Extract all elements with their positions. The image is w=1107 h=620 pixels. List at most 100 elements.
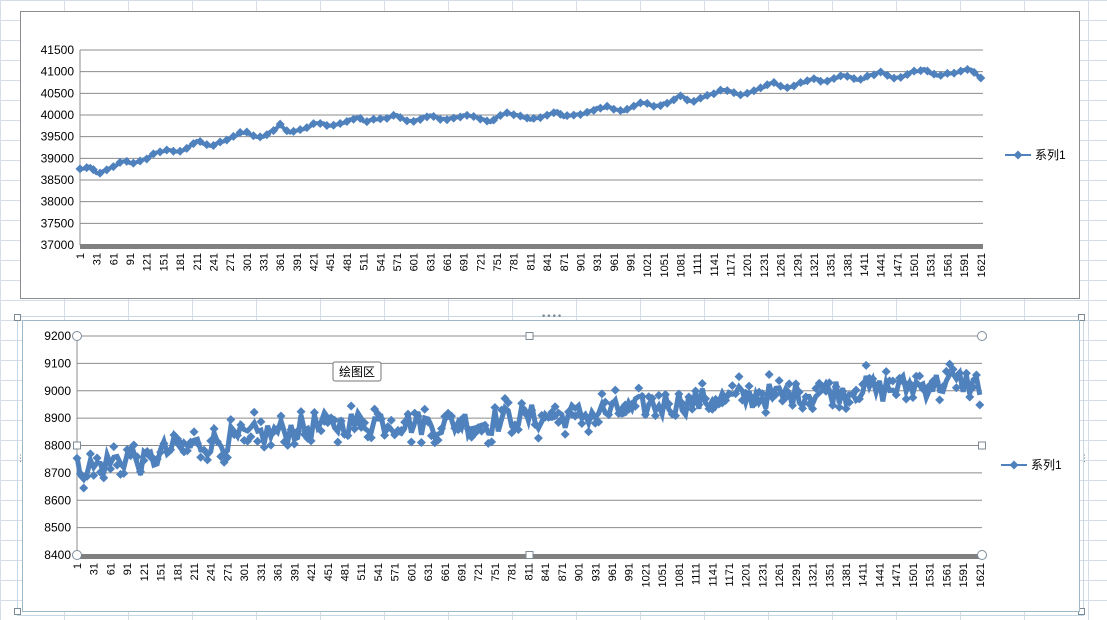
chart-2-data-point bbox=[617, 404, 627, 414]
chart-2-data-point bbox=[346, 401, 356, 411]
chart-2-data-point bbox=[851, 385, 861, 395]
chart-2-data-point bbox=[430, 438, 440, 448]
chart-2-data-point bbox=[75, 469, 85, 479]
chart-1-data-point bbox=[662, 98, 672, 108]
chart-2-data-point bbox=[564, 407, 574, 417]
chart-1-x-tick-label: 1471 bbox=[892, 253, 904, 277]
chart-1-data-point bbox=[489, 115, 499, 125]
plot-area-side-handle[interactable] bbox=[525, 551, 534, 559]
chart-1-data-point bbox=[642, 98, 652, 108]
resize-handle-bottom[interactable]: •••• bbox=[541, 608, 562, 617]
resize-handle-bottom-left[interactable] bbox=[14, 608, 21, 615]
chart-2-data-point bbox=[259, 442, 269, 452]
plot-area-tooltip: 绘图区 bbox=[332, 361, 382, 382]
chart-2-data-point bbox=[804, 399, 814, 409]
chart-1-x-tick-label: 541 bbox=[375, 253, 387, 271]
chart-2-data-point bbox=[253, 436, 263, 446]
chart-1-data-point bbox=[676, 91, 686, 101]
chart-2-data-point bbox=[757, 389, 767, 399]
chart-1-data-point bbox=[502, 108, 512, 118]
chart-1-data-point bbox=[595, 103, 605, 113]
chart-2-data-point bbox=[226, 415, 236, 425]
chart-2-x-tick-label: 571 bbox=[390, 563, 402, 581]
chart-2-data-point bbox=[309, 408, 319, 418]
resize-handle-top-left[interactable] bbox=[14, 314, 21, 321]
chart-2-data-point bbox=[376, 414, 386, 424]
chart-2-x-tick-label: 541 bbox=[373, 563, 385, 581]
chart-2-data-point bbox=[433, 435, 443, 445]
plot-area-side-handle[interactable] bbox=[73, 441, 81, 450]
plot-area-corner-handle[interactable] bbox=[977, 550, 987, 560]
chart-2-area[interactable]: 8400 8500 8600 8700 8800 8900 9000 9100 9200 1 31 6… bbox=[22, 320, 1080, 612]
chart-2-data-point bbox=[386, 415, 396, 425]
chart-2-data-point bbox=[724, 389, 734, 399]
chart-2-data-point bbox=[353, 417, 363, 427]
chart-1-x-tick-label: 1351 bbox=[826, 253, 838, 277]
chart-2-data-point bbox=[610, 385, 620, 395]
chart-2-data-point bbox=[400, 417, 410, 427]
chart-2-data-point bbox=[640, 410, 650, 420]
chart-1-data-point bbox=[449, 113, 459, 123]
chart-2-data-point bbox=[647, 393, 657, 403]
resize-handle-right[interactable]: ⋮ bbox=[1080, 454, 1089, 464]
chart-2-data-point bbox=[774, 376, 784, 386]
chart-1-data-point bbox=[355, 113, 365, 123]
chart-1-data-point bbox=[322, 120, 332, 130]
plot-area-corner-handle[interactable] bbox=[72, 331, 82, 341]
plot-area-corner-handle[interactable] bbox=[72, 550, 82, 560]
chart-1-data-point bbox=[475, 114, 485, 124]
plot-area-side-handle[interactable] bbox=[978, 441, 986, 450]
chart-2-data-point bbox=[744, 381, 754, 391]
chart-2-data-point bbox=[677, 398, 687, 408]
chart-2-data-point bbox=[935, 395, 945, 405]
chart-2-x-tick-label: 1231 bbox=[757, 563, 769, 587]
chart-1-data-point bbox=[455, 112, 465, 122]
chart-2-data-point bbox=[687, 404, 697, 414]
chart-2-data-point bbox=[487, 437, 497, 447]
chart-2-x-tick-label: 1321 bbox=[808, 563, 820, 587]
chart-1-data-point bbox=[242, 127, 252, 137]
chart-1-x-tick-label: 361 bbox=[275, 253, 287, 271]
chart-1-x-tick-label: 1591 bbox=[959, 253, 971, 277]
chart-1-x-tick-label: 1501 bbox=[909, 253, 921, 277]
chart-1-data-point bbox=[422, 112, 432, 122]
chart-2-data-point bbox=[112, 460, 122, 470]
chart-2-data-point bbox=[503, 398, 513, 408]
resize-handle-left[interactable]: ⋮ bbox=[16, 454, 25, 464]
resize-handle-top-right[interactable] bbox=[1078, 314, 1085, 321]
chart-2-x-tick-label: 991 bbox=[624, 563, 636, 581]
chart-2-data-point bbox=[707, 404, 717, 414]
chart-2-data-point bbox=[764, 369, 774, 379]
plot-area-corner-handle[interactable] bbox=[977, 331, 987, 341]
chart-2-data-point bbox=[694, 400, 704, 410]
chart-1-data-point bbox=[976, 73, 986, 83]
chart-2-data-point bbox=[781, 393, 791, 403]
chart-1-data-point bbox=[429, 111, 439, 121]
chart-1-data-point bbox=[235, 128, 245, 138]
chart-2-data-point bbox=[854, 394, 864, 404]
chart-1-x-tick-label: 331 bbox=[258, 253, 270, 271]
chart-1-area[interactable]: 37000 37500 38000 38500 39000 39500 40000 40500… bbox=[20, 11, 1080, 299]
chart-2-data-point bbox=[350, 424, 360, 434]
chart-2-data-point bbox=[119, 468, 129, 478]
chart-2-data-point bbox=[844, 397, 854, 407]
chart-2-data-point bbox=[276, 411, 286, 421]
chart-1-data-point bbox=[462, 110, 472, 120]
chart-1-y-tick-label: 39500 bbox=[41, 130, 75, 144]
resize-handle-top[interactable]: •••• bbox=[541, 312, 563, 322]
chart-2-legend-label: 系列1 bbox=[1031, 458, 1062, 472]
chart-2-x-tick-label: 631 bbox=[423, 563, 435, 581]
chart-2-data-point bbox=[734, 372, 744, 382]
chart-1-data-point bbox=[902, 70, 912, 80]
chart-2-x-tick-label: 1561 bbox=[941, 563, 953, 587]
chart-2-data-point bbox=[360, 418, 370, 428]
chart-2-data-point bbox=[560, 429, 570, 439]
chart-2-data-point bbox=[189, 427, 199, 437]
chart-1-data-point bbox=[309, 119, 319, 129]
chart-2-data-point bbox=[473, 423, 483, 433]
chart-2-data-point bbox=[828, 400, 838, 410]
plot-area-side-handle[interactable] bbox=[525, 332, 534, 340]
chart-2-data-point bbox=[788, 400, 798, 410]
chart-1-data-point bbox=[535, 113, 545, 123]
chart-1-data-point bbox=[749, 86, 759, 96]
